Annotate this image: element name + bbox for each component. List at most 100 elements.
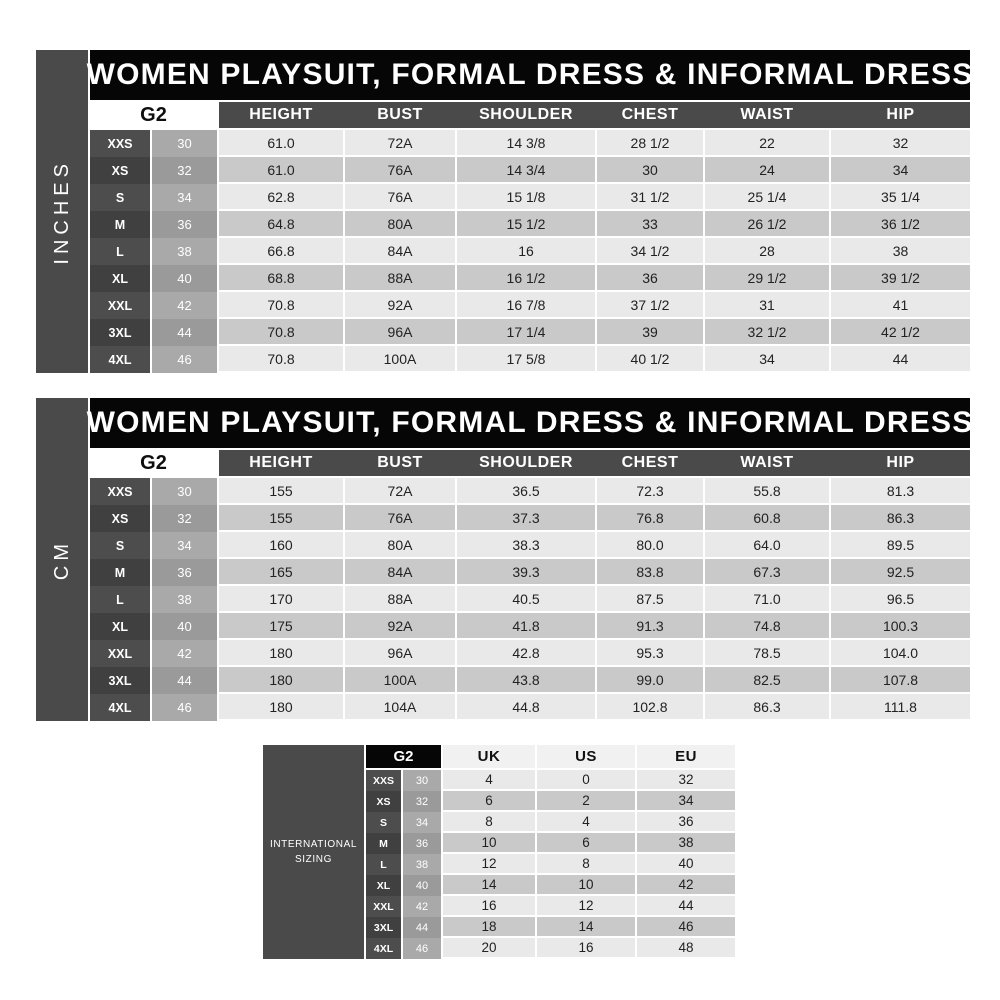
data-cell: 60.8 (705, 505, 829, 532)
data-cell: 44.8 (457, 694, 595, 721)
data-cell: 68.8 (219, 265, 343, 292)
data-cell: 33 (597, 211, 703, 238)
data-cell: 61.0 (219, 130, 343, 157)
data-cell: 95.3 (597, 640, 703, 667)
g2-number: 46 (152, 694, 217, 721)
data-cell: 44 (831, 346, 970, 373)
size-label: 4XL (366, 938, 401, 959)
data-cell: 26 1/2 (705, 211, 829, 238)
data-cell: 16 (537, 938, 635, 959)
data-cell: 86.3 (705, 694, 829, 721)
g2-header: G2 (90, 102, 217, 130)
column-header: US (537, 745, 635, 770)
data-cell: 34 (831, 157, 970, 184)
unit-label: CM (50, 538, 73, 581)
data-cell: 36 1/2 (831, 211, 970, 238)
data-cell: 31 1/2 (597, 184, 703, 211)
data-cell: 16 (443, 896, 535, 917)
column-header: WAIST (740, 454, 794, 471)
size-label: 3XL (90, 319, 150, 346)
size-label: M (366, 833, 401, 854)
data-cell: 37 1/2 (597, 292, 703, 319)
data-cell: 38 (637, 833, 735, 854)
data-cell: 76A (345, 505, 455, 532)
data-cell: 40 1/2 (597, 346, 703, 373)
data-cell: 84A (345, 238, 455, 265)
data-cell: 36 (637, 812, 735, 833)
data-cell: 36 (597, 265, 703, 292)
g2-number: 36 (403, 833, 441, 854)
data-cell: 102.8 (597, 694, 703, 721)
data-cell: 104A (345, 694, 455, 721)
data-cell: 25 1/4 (705, 184, 829, 211)
size-label: S (90, 532, 150, 559)
data-cell: 70.8 (219, 319, 343, 346)
data-cell: 64.0 (705, 532, 829, 559)
data-cell: 41.8 (457, 613, 595, 640)
g2-number: 30 (152, 478, 217, 505)
g2-number: 44 (403, 917, 441, 938)
g2-number: 34 (152, 184, 217, 211)
data-cell: 78.5 (705, 640, 829, 667)
data-cell: 12 (443, 854, 535, 875)
data-cell: 71.0 (705, 586, 829, 613)
data-cell: 107.8 (831, 667, 970, 694)
g2-number: 38 (152, 586, 217, 613)
size-label: XXL (90, 640, 150, 667)
g2-header: G2 (366, 745, 441, 770)
data-cell: 39 1/2 (831, 265, 970, 292)
data-cell: 36.5 (457, 478, 595, 505)
data-cell: 86.3 (831, 505, 970, 532)
size-label: XXS (366, 770, 401, 791)
data-cell: 74.8 (705, 613, 829, 640)
international-sizing-table: INTERNATIONAL SIZING G2 UK US EU XXS 30 4 0… (263, 745, 735, 959)
data-cell: 67.3 (705, 559, 829, 586)
data-cell: 17 1/4 (457, 319, 595, 346)
data-cell: 14 3/4 (457, 157, 595, 184)
data-cell: 15 1/8 (457, 184, 595, 211)
data-cell: 87.5 (597, 586, 703, 613)
unit-sidebar-inches: INCHES (36, 50, 88, 373)
data-cell: 42 1/2 (831, 319, 970, 346)
data-cell: 16 (457, 238, 595, 265)
data-cell: 39.3 (457, 559, 595, 586)
g2-number: 46 (403, 938, 441, 959)
g2-number: 36 (152, 211, 217, 238)
data-cell: 61.0 (219, 157, 343, 184)
data-cell: 180 (219, 640, 343, 667)
data-cell: 72A (345, 478, 455, 505)
data-cell: 18 (443, 917, 535, 938)
data-cell: 81.3 (831, 478, 970, 505)
data-cell: 14 3/8 (457, 130, 595, 157)
data-cell: 70.8 (219, 346, 343, 373)
data-cell: 82.5 (705, 667, 829, 694)
unit-label: INCHES (50, 158, 73, 265)
data-cell: 32 (831, 130, 970, 157)
data-cell: 83.8 (597, 559, 703, 586)
g2-number: 40 (152, 613, 217, 640)
g2-number: 42 (403, 896, 441, 917)
data-cell: 40.5 (457, 586, 595, 613)
data-cell: 38.3 (457, 532, 595, 559)
g2-number: 42 (152, 640, 217, 667)
column-header: EU (637, 745, 735, 770)
column-header: SHOULDER (479, 454, 573, 471)
data-cell: 4 (537, 812, 635, 833)
data-cell: 92A (345, 613, 455, 640)
size-label: XL (366, 875, 401, 896)
data-cell: 165 (219, 559, 343, 586)
data-cell: 14 (537, 917, 635, 938)
data-cell: 32 1/2 (705, 319, 829, 346)
column-header: HEIGHT (249, 106, 313, 123)
data-cell: 6 (443, 791, 535, 812)
size-label: XS (90, 505, 150, 532)
column-header: WAIST (740, 106, 794, 123)
data-cell: 46 (637, 917, 735, 938)
g2-number: 36 (152, 559, 217, 586)
g2-header: G2 (90, 450, 217, 478)
size-label: S (90, 184, 150, 211)
data-cell: 31 (705, 292, 829, 319)
data-cell: 62.8 (219, 184, 343, 211)
size-label: S (366, 812, 401, 833)
